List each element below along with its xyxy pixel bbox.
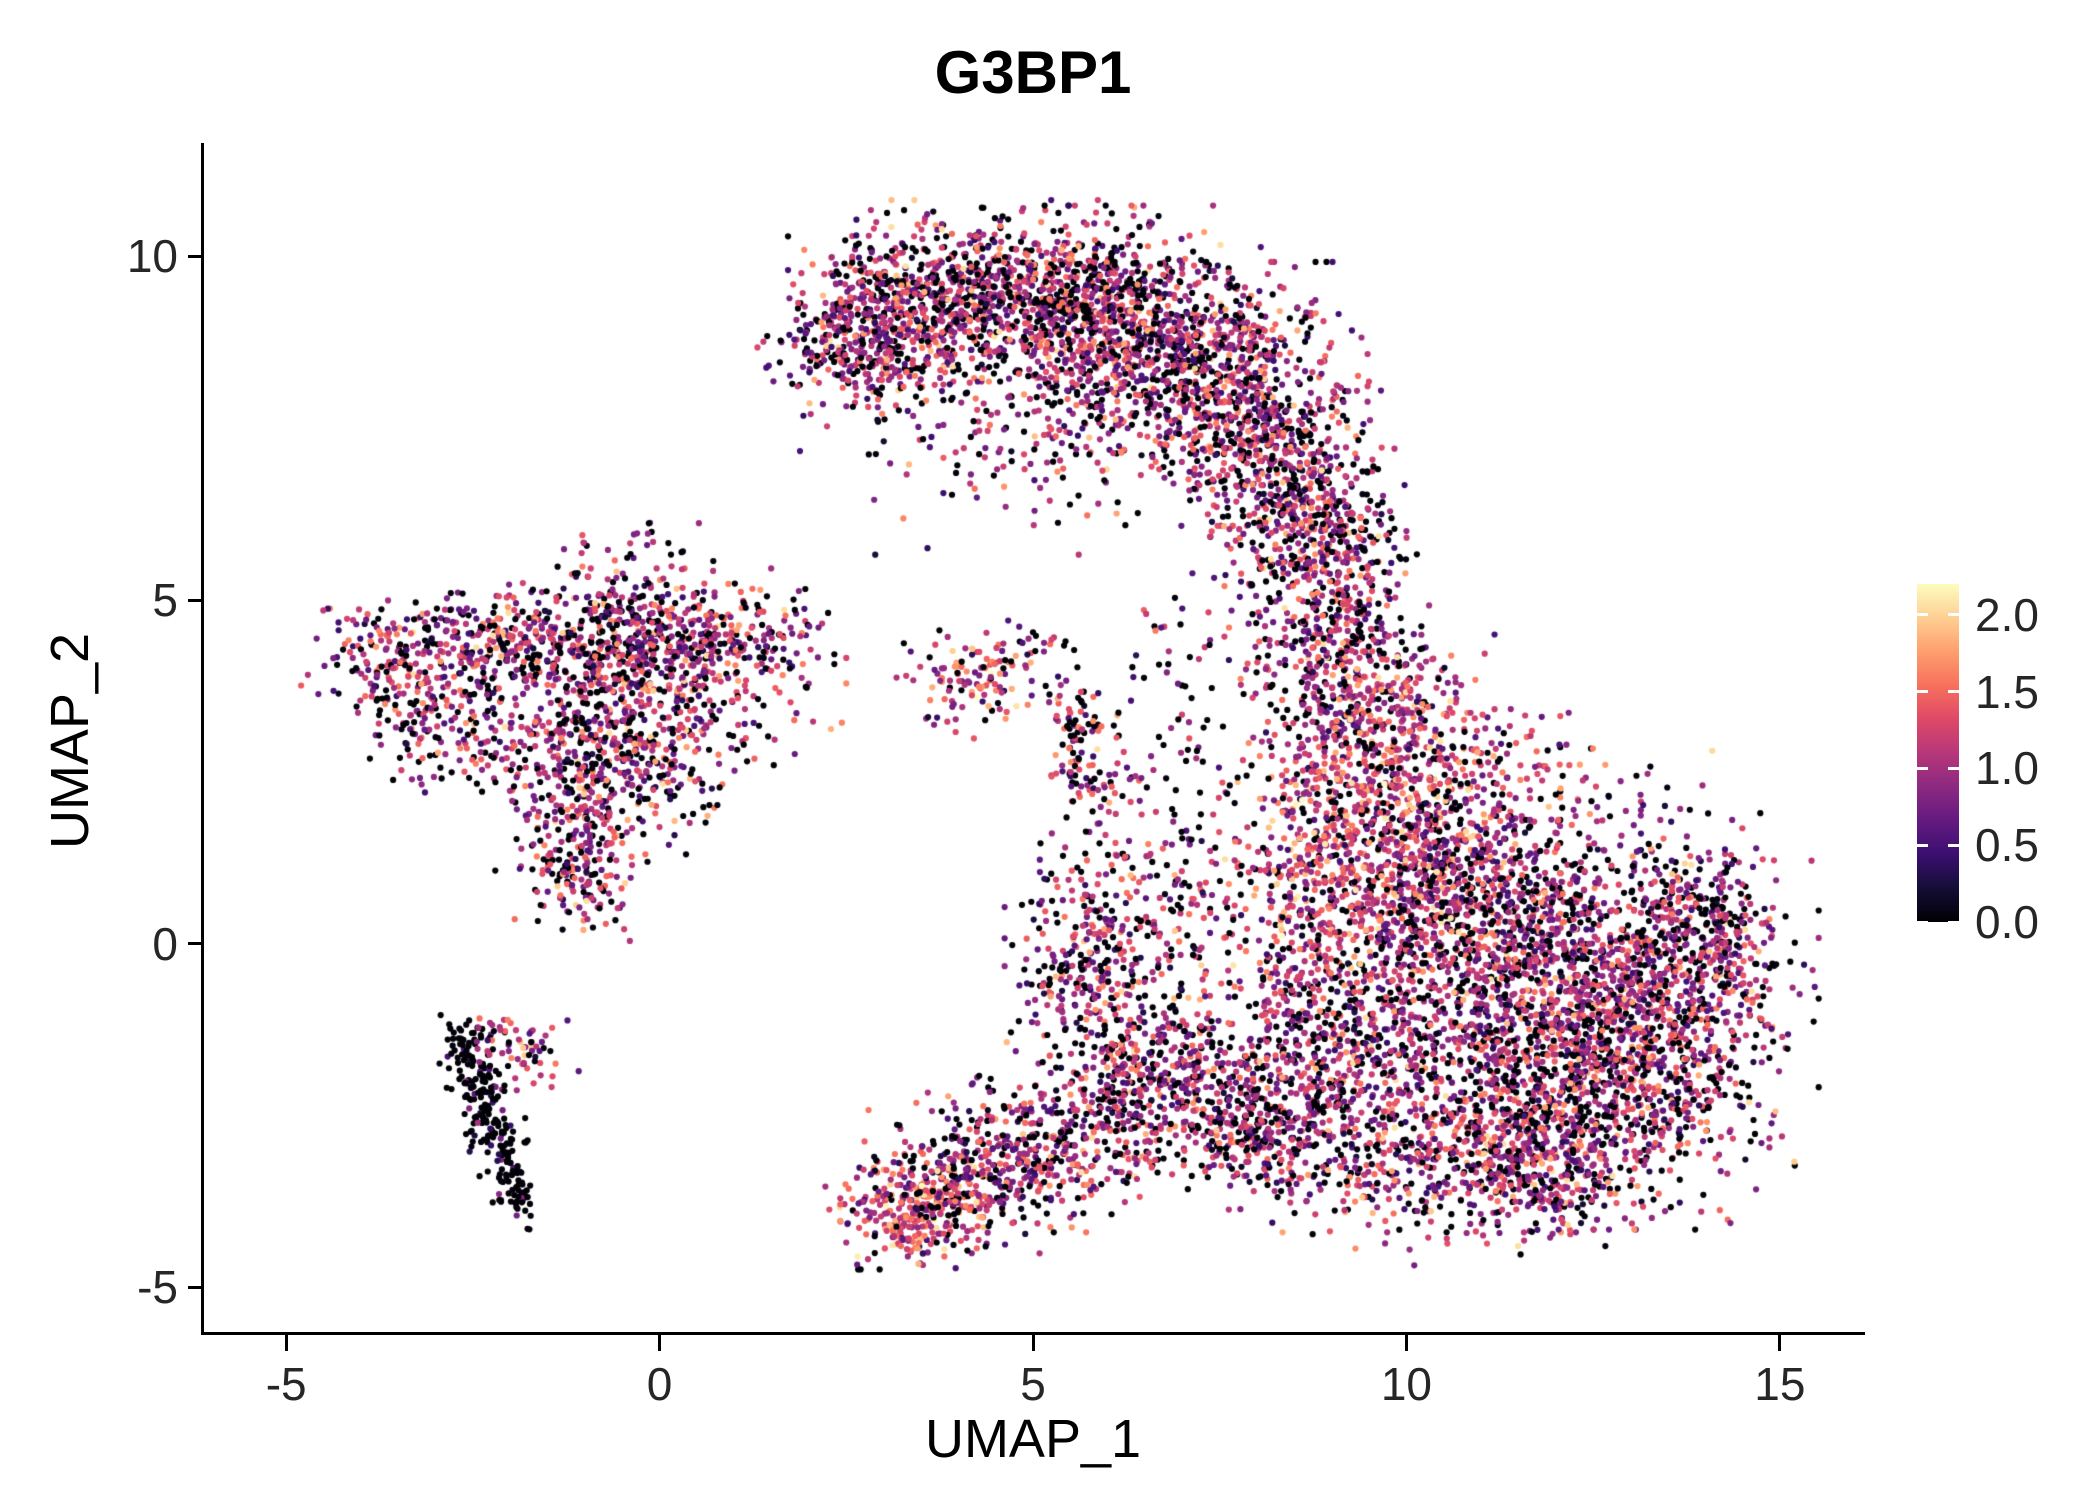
x-tick-mark — [284, 1335, 288, 1351]
colorbar-tick-mark — [1917, 766, 1928, 770]
umap-scatter-canvas — [204, 143, 1862, 1332]
colorbar-tick-label: 0.0 — [1975, 896, 2039, 948]
y-axis-label: UMAP_2 — [40, 632, 100, 850]
colorbar-tick-label: 2.0 — [1975, 588, 2039, 641]
x-axis-label: UMAP_1 — [924, 1409, 1142, 1469]
colorbar-tick-mark — [1917, 920, 1928, 924]
colorbar-tick-mark — [1948, 920, 1959, 924]
x-tick-label: 15 — [1754, 1358, 1806, 1410]
x-tick-label: 10 — [1380, 1358, 1432, 1410]
plot-panel — [204, 143, 1862, 1332]
colorbar-tick-label: 0.5 — [1975, 819, 2039, 872]
y-tick-mark — [188, 254, 204, 258]
x-tick-mark — [1031, 1335, 1035, 1351]
y-tick-mark — [188, 942, 204, 946]
colorbar-tick-mark — [1917, 690, 1928, 694]
x-tick-mark — [1404, 1335, 1408, 1351]
colorbar-gradient — [1917, 584, 1959, 922]
colorbar-tick-mark — [1948, 766, 1959, 770]
colorbar-tick-mark — [1917, 843, 1928, 847]
colorbar-tick-mark — [1917, 613, 1928, 617]
x-tick-mark — [1778, 1335, 1782, 1351]
colorbar-tick-label: 1.5 — [1975, 665, 2039, 718]
y-tick-mark — [188, 598, 204, 602]
x-tick-label: 5 — [1020, 1358, 1046, 1410]
y-axis-line — [201, 143, 204, 1335]
colorbar-tick-label: 1.0 — [1975, 742, 2039, 795]
y-tick-label: -5 — [137, 1261, 178, 1314]
x-tick-label: -5 — [265, 1358, 307, 1410]
x-tick-label: 0 — [646, 1358, 673, 1410]
x-tick-mark — [658, 1335, 662, 1351]
y-tick-mark — [188, 1285, 204, 1289]
y-tick-label: 0 — [152, 917, 178, 970]
plot-title: G3BP1 — [934, 39, 1132, 106]
y-tick-label: 5 — [152, 574, 178, 627]
colorbar-tick-mark — [1948, 613, 1959, 617]
colorbar-tick-mark — [1948, 843, 1959, 847]
x-axis-line — [201, 1332, 1865, 1335]
colorbar-tick-mark — [1948, 690, 1959, 694]
y-tick-label: 10 — [126, 230, 178, 283]
